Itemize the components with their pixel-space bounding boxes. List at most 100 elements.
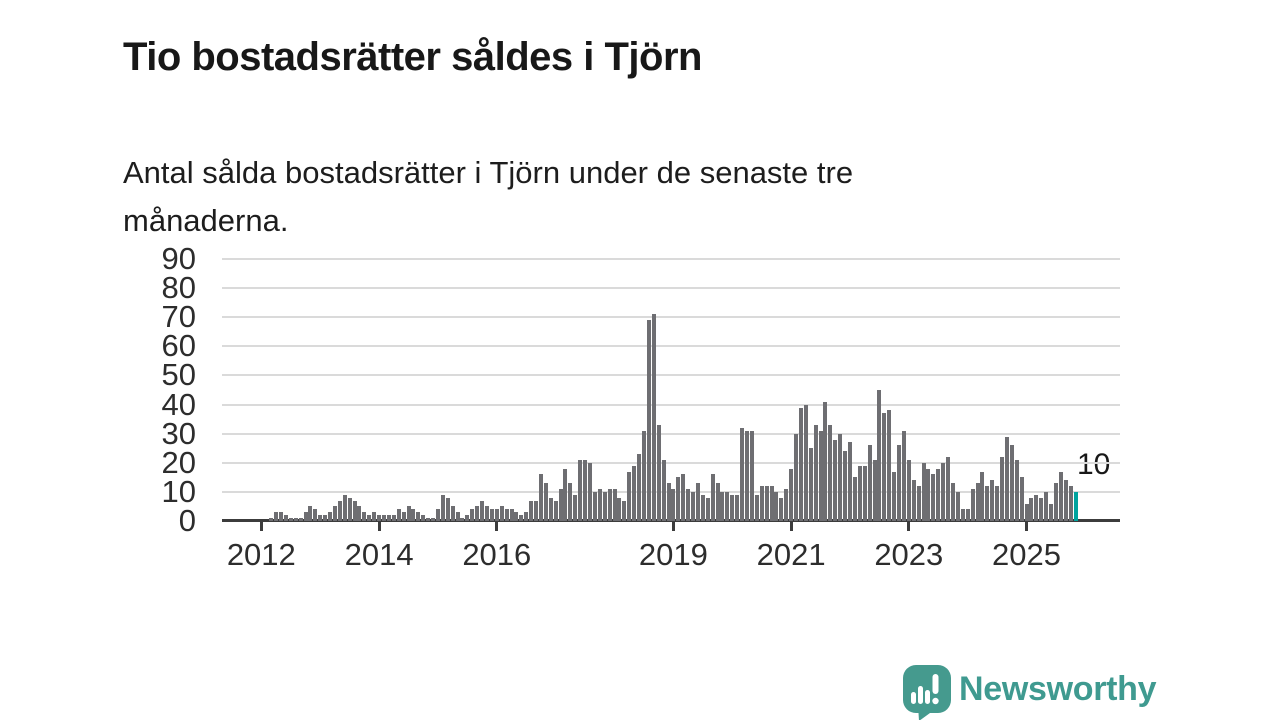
y-axis-tick-label: 50 (161, 357, 196, 393)
bar (313, 509, 318, 521)
bar (676, 477, 681, 521)
bar (774, 491, 779, 521)
bar (823, 401, 828, 521)
bar (955, 491, 960, 521)
bar (833, 439, 838, 521)
bar (911, 480, 916, 521)
bar (431, 518, 435, 521)
bar (1068, 486, 1073, 521)
bar (975, 483, 980, 521)
y-axis-tick-label: 0 (178, 503, 196, 538)
x-axis-line (222, 519, 1120, 522)
bar (828, 424, 833, 521)
bar (509, 509, 514, 521)
bar (872, 459, 877, 521)
bar (372, 512, 377, 521)
bar (686, 489, 691, 521)
bar (1004, 436, 1009, 521)
bar (1024, 503, 1029, 521)
bar (656, 424, 661, 521)
bar (524, 512, 529, 521)
bar (637, 454, 641, 521)
bar (798, 407, 803, 521)
bar (784, 489, 789, 521)
bar (553, 500, 558, 521)
bar (622, 500, 627, 521)
bar (514, 512, 519, 521)
bar (980, 471, 985, 521)
bar (1034, 494, 1039, 521)
bar (926, 468, 931, 521)
bar (617, 497, 622, 521)
bar (941, 462, 946, 521)
bar (386, 515, 391, 521)
bar (646, 320, 651, 521)
bar (470, 509, 475, 521)
gridline-80 (222, 287, 1120, 290)
bar (475, 506, 480, 521)
bar (485, 506, 489, 521)
bar (666, 483, 671, 521)
x-axis-tick-label: 2019 (638, 537, 708, 572)
y-axis-tick-label: 60 (161, 328, 196, 364)
bar (862, 465, 867, 521)
bar (337, 500, 342, 521)
bar (332, 506, 337, 521)
bar (494, 509, 499, 521)
bar (573, 494, 578, 521)
bar (627, 471, 632, 521)
bar (995, 486, 1000, 521)
bar (759, 486, 764, 521)
bar (769, 486, 774, 521)
bar (411, 509, 416, 521)
bar (1014, 459, 1019, 521)
bar (347, 497, 352, 521)
bar (298, 518, 303, 521)
bar (965, 509, 970, 521)
bar (754, 494, 759, 521)
bar (740, 427, 744, 521)
bar (519, 515, 524, 521)
y-axis-tick-label: 80 (161, 270, 196, 306)
bar (960, 509, 965, 521)
bar (396, 509, 401, 521)
bar (749, 430, 754, 521)
bar (651, 314, 656, 521)
bar (450, 506, 455, 521)
bar (661, 459, 666, 521)
bar (558, 489, 563, 521)
gridline-30 (222, 432, 1120, 435)
bar (460, 518, 465, 521)
bar (838, 433, 843, 521)
x-axis-tickmark-2025 (1025, 522, 1028, 531)
y-axis-tick-label: 30 (161, 415, 196, 451)
bar (583, 459, 588, 521)
chart-subtitle: Antal sålda bostadsrätter i Tjörn under … (123, 155, 854, 238)
bar (612, 489, 617, 521)
x-axis-tickmark-2023 (907, 522, 911, 531)
bar (725, 491, 730, 521)
bar (1000, 457, 1004, 521)
x-axis-tick-label: 2023 (874, 537, 944, 572)
bar (568, 483, 573, 521)
bar (1058, 471, 1063, 521)
bar (892, 471, 897, 521)
bar (671, 489, 676, 521)
gridline-40 (222, 403, 1120, 406)
bar (416, 512, 421, 521)
bar (641, 430, 646, 521)
bar (455, 512, 460, 521)
bar (950, 483, 955, 521)
bar (283, 515, 288, 521)
bar (901, 430, 906, 521)
bar (1063, 480, 1068, 521)
bar (906, 459, 911, 521)
bar (847, 442, 852, 521)
bar (274, 512, 279, 521)
bar (426, 518, 431, 521)
bar (921, 462, 926, 521)
gridline-50 (222, 374, 1120, 377)
bar (352, 500, 357, 521)
bar (435, 509, 440, 521)
bar (695, 483, 700, 521)
